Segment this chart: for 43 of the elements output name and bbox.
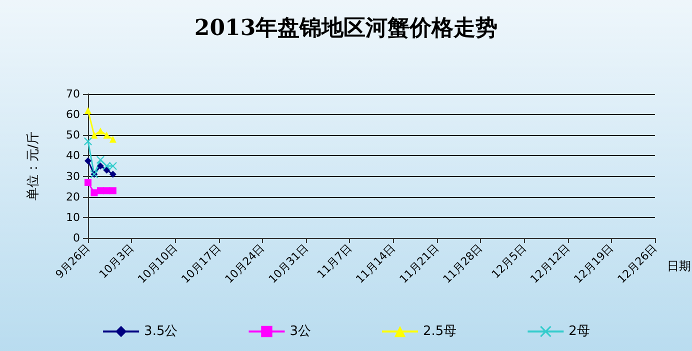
point xyxy=(90,132,98,139)
x-tick-label: 11月7日 xyxy=(314,241,354,281)
point xyxy=(108,162,117,170)
point xyxy=(96,156,104,164)
x-tick-label: 10月31日 xyxy=(266,241,311,286)
y-tick-label: 70 xyxy=(66,88,80,100)
y-tick-label: 40 xyxy=(66,149,80,162)
point xyxy=(103,166,110,174)
y-axis-title: 单位：元/斤 xyxy=(26,131,41,201)
x-tick-label: 12月19日 xyxy=(571,241,616,286)
x-tick-label: 11月28日 xyxy=(440,241,486,286)
x-tick-label: 11月21日 xyxy=(396,241,442,286)
x-tick-label: 12月5日 xyxy=(489,241,529,281)
x-tick-label: 10月24日 xyxy=(222,241,268,286)
point xyxy=(109,170,116,178)
chart-title: 2013年盘锦地区河蟹价格走势 xyxy=(194,15,498,41)
x-tick-label: 10月10日 xyxy=(135,241,180,286)
y-tick-label: 50 xyxy=(66,128,80,142)
point xyxy=(103,132,110,139)
y-tick-label: 60 xyxy=(66,108,80,122)
point xyxy=(84,178,92,186)
point xyxy=(96,162,104,170)
x-tick-label: 10月3日 xyxy=(96,241,136,281)
x-tick-label: 12月12日 xyxy=(528,241,572,286)
x-tick-label: 10月17日 xyxy=(178,241,224,286)
point xyxy=(109,187,116,194)
y-tick-label: 10 xyxy=(66,210,80,224)
x-axis-title: 日期 xyxy=(667,259,691,273)
legend-label: 2.5母 xyxy=(423,324,457,339)
point xyxy=(109,136,116,143)
point xyxy=(84,157,92,164)
legend-label: 2母 xyxy=(568,324,590,339)
point xyxy=(90,189,98,196)
point xyxy=(84,137,92,146)
y-tick-label: 30 xyxy=(66,170,80,183)
point xyxy=(84,106,92,114)
legend-label: 3.5公 xyxy=(144,324,178,339)
y-tick-label: 20 xyxy=(66,190,80,204)
x-tick-label: 12月26日 xyxy=(615,241,660,286)
x-tick-label: 11月14日 xyxy=(353,241,398,286)
point xyxy=(103,187,110,194)
point xyxy=(96,128,104,135)
legend-label: 3公 xyxy=(290,324,312,339)
